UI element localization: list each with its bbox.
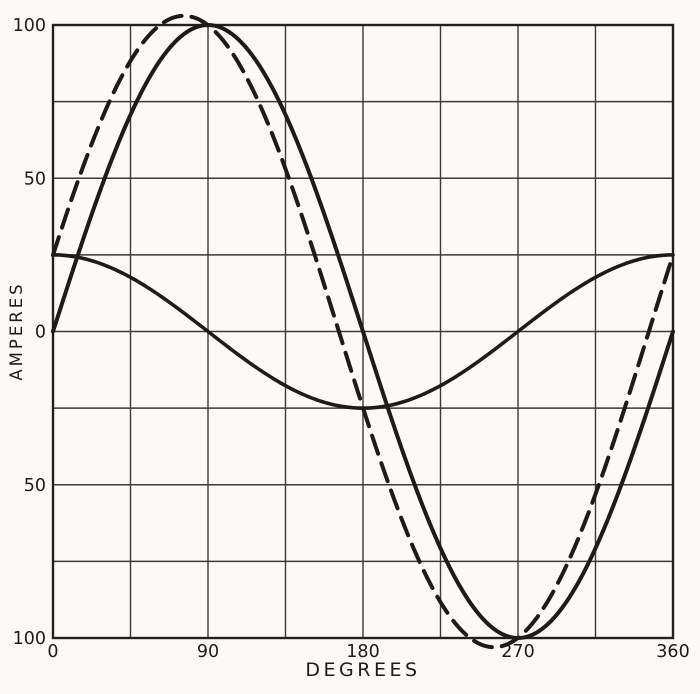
x-tick-label: 90 [197,642,219,662]
x-axis-title: DEGREES [305,659,420,681]
y-tick-label: 50 [24,169,46,189]
curves [51,13,675,650]
x-axis-tick-labels: 0 90 180 270 360 [47,642,689,662]
x-tick-label: 360 [656,642,689,662]
x-tick-label: 270 [501,642,534,662]
y-tick-label: 50 [24,476,46,496]
y-axis-tick-labels: 100 50 0 50 100 [13,16,46,649]
y-tick-label: 0 [35,323,46,343]
curve-component-current-100-sin [51,22,675,641]
y-tick-label: 100 [13,629,46,649]
y-tick-label: 100 [13,16,46,36]
y-axis-title: AMPERES [7,281,26,380]
x-tick-label: 0 [47,642,58,662]
curve-resultant-current-dashed [51,13,675,650]
x-tick-label: 180 [346,642,379,662]
